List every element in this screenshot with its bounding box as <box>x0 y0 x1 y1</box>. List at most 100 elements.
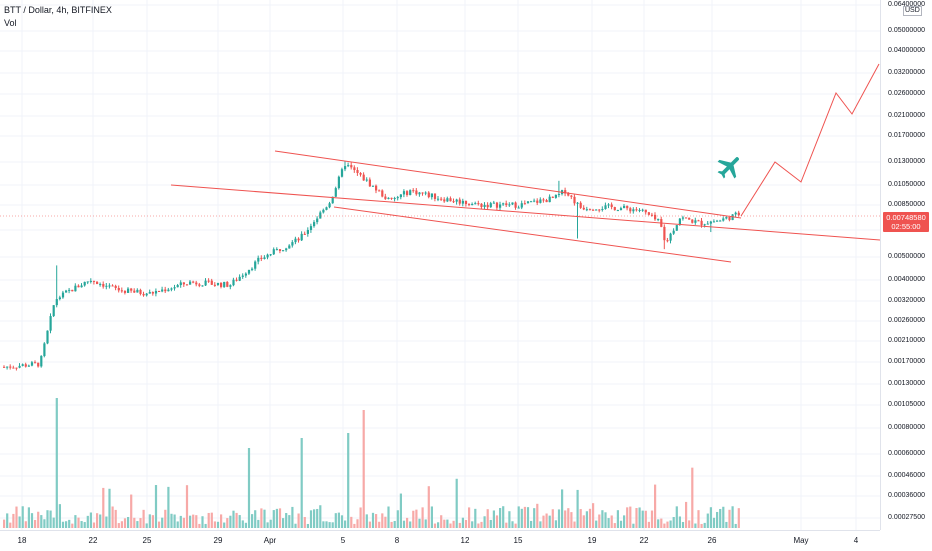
candle-body <box>551 196 554 198</box>
volume-bar <box>458 522 461 528</box>
volume-bar <box>719 508 722 528</box>
candle-body <box>306 229 309 234</box>
channel-lower-line[interactable] <box>333 206 732 263</box>
volume-bar <box>179 515 182 528</box>
time-axis[interactable]: 18 22 25 29 Apr 5 8 12 15 19 22 26 May 4 <box>0 530 880 551</box>
candle-body <box>74 285 77 292</box>
volume-bar <box>582 515 585 528</box>
candle-body <box>381 190 384 197</box>
candle-body <box>247 269 251 274</box>
volume-bar <box>43 519 46 528</box>
volume-bar <box>570 512 573 528</box>
volume-bar <box>3 519 6 528</box>
projection-path[interactable] <box>740 63 880 217</box>
candle-body <box>18 365 21 368</box>
candle-body <box>213 284 216 286</box>
candle-body <box>235 279 238 281</box>
candle-body <box>83 281 86 286</box>
price-tick: 0.00027500 <box>888 514 925 521</box>
candle-body <box>517 207 520 209</box>
volume-bar <box>356 519 359 528</box>
volume-bar <box>551 509 554 528</box>
candle-body <box>681 217 685 219</box>
volume-bar <box>71 523 74 528</box>
drawing-overlay[interactable] <box>0 0 880 530</box>
volume-bar <box>24 521 27 528</box>
channel-middle-line[interactable] <box>170 184 880 241</box>
volume-label[interactable]: Vol <box>4 18 17 28</box>
candle-body <box>263 257 266 259</box>
volume-bar <box>734 523 737 528</box>
price-axis[interactable]: 0.06400000 0.05000000 0.04000000 0.03200000… <box>880 0 932 530</box>
volume-bar <box>657 519 660 528</box>
volume-bar <box>418 518 421 528</box>
candle-body <box>464 200 468 205</box>
candle-body <box>223 281 226 287</box>
volume-bar <box>461 517 464 528</box>
volume-bar <box>189 515 192 528</box>
candle-body <box>418 192 421 195</box>
volume-bar <box>508 511 511 528</box>
candle-body <box>65 290 68 293</box>
candle-body <box>390 197 393 199</box>
price-tick: 0.00850000 <box>888 201 925 208</box>
volume-bar <box>477 523 480 528</box>
candle-body <box>241 275 244 277</box>
volume-bar <box>154 485 158 528</box>
volume-bar <box>526 507 530 528</box>
volume-bar <box>530 520 533 528</box>
volume-bar <box>700 523 703 528</box>
volume-bar <box>182 517 185 528</box>
candle-body <box>15 367 18 369</box>
price-tick: 0.00500000 <box>888 253 925 260</box>
volume-bar <box>517 506 520 528</box>
volume-bar <box>502 506 505 528</box>
volume-bar <box>247 448 251 528</box>
volume-bar <box>536 503 539 528</box>
chart-grid <box>0 0 880 530</box>
channel-upper-line[interactable] <box>274 150 742 219</box>
volume-bar <box>306 523 309 528</box>
chart-area[interactable]: BTT / Dollar, 4h, BITFINEX Vol <box>0 0 880 530</box>
volume-bar <box>709 507 712 528</box>
volume-bar <box>9 522 12 528</box>
volume-bar <box>616 510 619 528</box>
volume-bar <box>647 521 650 528</box>
candle-body <box>474 203 477 205</box>
price-tick: 0.00320000 <box>888 297 925 304</box>
candle-body <box>359 172 362 175</box>
candle-body <box>176 285 179 288</box>
volume-bar <box>92 522 96 528</box>
price-tick: 0.03200000 <box>888 69 925 76</box>
currency-label[interactable]: USD <box>903 6 922 16</box>
volume-bar <box>238 515 241 528</box>
volume-bar <box>158 521 161 528</box>
candle-body <box>492 202 495 204</box>
airplane-icon[interactable] <box>713 152 747 182</box>
candle-body <box>471 203 474 205</box>
candle-body <box>294 238 297 243</box>
candle-body <box>192 281 195 283</box>
candle-body <box>424 192 427 194</box>
candle-body <box>685 217 688 219</box>
volume-bar <box>260 508 263 528</box>
volume-bar <box>635 508 638 528</box>
candle-body <box>564 190 567 194</box>
symbol-title[interactable]: BTT / Dollar, 4h, BITFINEX <box>4 5 112 15</box>
volume-bar <box>117 523 120 528</box>
time-tick: 29 <box>213 536 223 545</box>
candle-body <box>189 281 192 285</box>
volume-bar <box>443 519 446 528</box>
candle-body <box>319 212 322 219</box>
volume-bar <box>641 510 644 528</box>
volume-bar <box>499 507 502 528</box>
candle-body <box>9 366 12 368</box>
volume-bar <box>167 486 170 528</box>
volume-bar <box>390 521 393 528</box>
volume-bar <box>663 523 666 528</box>
volume-bar <box>12 513 15 528</box>
volume-bar <box>375 514 378 528</box>
candle-body <box>340 169 344 177</box>
volume-bar <box>18 516 21 528</box>
price-tick: 0.05000000 <box>888 27 925 34</box>
